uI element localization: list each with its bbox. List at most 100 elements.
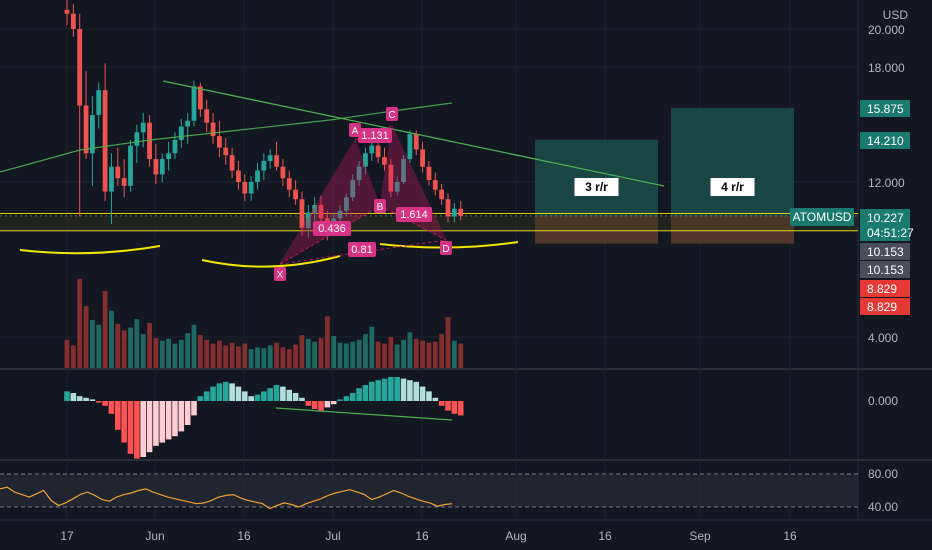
stop-loss-zone (671, 215, 794, 244)
candle-body (426, 166, 432, 181)
candle-body (413, 134, 419, 150)
candle-body (432, 180, 438, 190)
currency-label: USD (883, 8, 909, 22)
candle-body (77, 29, 83, 106)
candle-body (64, 9, 70, 14)
harmonic-pattern[interactable]: X A B C D 0.436 1.131 1.614 0.81 (274, 107, 452, 281)
time-axis[interactable]: 17 Jun 16 Jul 16 Aug 16 Sep 16 (60, 529, 797, 543)
oscillator-bar (369, 381, 375, 401)
time-tick: Jul (325, 529, 340, 543)
volume-bar (293, 344, 298, 368)
candle-body (363, 153, 368, 167)
volume-bar (217, 340, 222, 368)
candle-body (204, 109, 210, 123)
volume-bar (363, 334, 368, 368)
candle-body (451, 208, 457, 217)
candle-body (197, 86, 203, 110)
oscillator-bar (286, 389, 293, 401)
oscillator-bar (311, 401, 318, 409)
rsi-line (0, 486, 453, 510)
candle-body (369, 145, 375, 154)
candle-body (255, 170, 260, 182)
candle-body (439, 189, 445, 200)
price-tick-20: 20.000 (868, 23, 905, 37)
candle-body (312, 204, 318, 213)
rsi-tick-80: 80.00 (868, 467, 898, 481)
candle-body (344, 197, 349, 211)
divergence-line (275, 407, 453, 421)
countdown-badge (860, 225, 910, 241)
volume-bar (382, 343, 387, 368)
oscillator-bar (299, 397, 305, 401)
candle-body (153, 159, 159, 175)
price-badge (860, 261, 910, 278)
oscillator-bar (76, 396, 83, 401)
volume-bar (432, 341, 438, 368)
pattern-point-badge (440, 241, 452, 255)
price-badge (860, 132, 910, 149)
volume-bar (229, 342, 235, 368)
oscillator-bar (457, 401, 464, 416)
pattern-ratio-badge (358, 128, 392, 143)
candle-body (185, 120, 191, 127)
oscillator-bar (426, 391, 432, 401)
volume-bar (83, 305, 89, 368)
volume-bar (77, 278, 83, 368)
oscillator-bar (330, 401, 337, 405)
volume-bar (255, 347, 260, 368)
volume-bar (350, 341, 356, 368)
price-badge (860, 209, 910, 226)
candle-body (445, 199, 451, 217)
candle-body (394, 182, 400, 192)
price-badges: 15.875 14.210 10.227 10.153 10.153 8.829 8.829… (790, 100, 914, 315)
time-tick: 16 (237, 529, 251, 543)
time-tick: 16 (783, 529, 797, 543)
volume-bar (147, 322, 152, 368)
pattern-point-label: C (388, 110, 395, 121)
candle-body (191, 86, 197, 121)
drawings[interactable] (19, 80, 665, 421)
time-tick: 16 (598, 529, 612, 543)
oscillator-bar (419, 386, 426, 401)
volume-bar (299, 335, 305, 368)
oscillator-bar (203, 391, 210, 401)
volume-bar (90, 320, 95, 368)
pattern-point-label: D (442, 244, 449, 255)
oscillator-bar (172, 401, 178, 437)
oscillator-bar (280, 386, 286, 401)
candle-body (70, 13, 76, 29)
price-badge-value: 10.153 (867, 245, 904, 259)
candle-body (274, 155, 279, 167)
candle-body (356, 166, 362, 181)
oscillator-bar (343, 396, 350, 401)
candle-body (382, 157, 387, 165)
candle-body (248, 182, 254, 194)
pattern-ratio-badge (396, 207, 432, 222)
pattern-point-badge (374, 199, 386, 213)
candle-body (115, 166, 121, 179)
time-tick: Aug (505, 529, 526, 543)
oscillator-bar (216, 383, 223, 401)
stop-loss-zone (535, 215, 658, 244)
candle-body (350, 180, 356, 198)
candle-body (109, 166, 114, 192)
oscillator-bar (407, 380, 413, 401)
candle-body (337, 210, 343, 219)
price-tick-12: 12.000 (868, 176, 905, 190)
volume-bar (153, 337, 159, 368)
candle-body (172, 139, 178, 154)
volume-bar (369, 326, 375, 368)
candle-body (134, 132, 140, 146)
volume-bar (388, 336, 394, 368)
oscillator-bar (121, 401, 127, 443)
candle-body (217, 136, 222, 148)
candle-body (128, 145, 133, 186)
volume-bar (407, 332, 413, 368)
pattern-ratio-line (279, 239, 447, 265)
oscillator-bar (191, 401, 197, 416)
oscillator-bar (254, 394, 261, 401)
candle-body (166, 153, 171, 160)
oscillator-bar (451, 401, 458, 414)
candle-body (83, 105, 89, 154)
